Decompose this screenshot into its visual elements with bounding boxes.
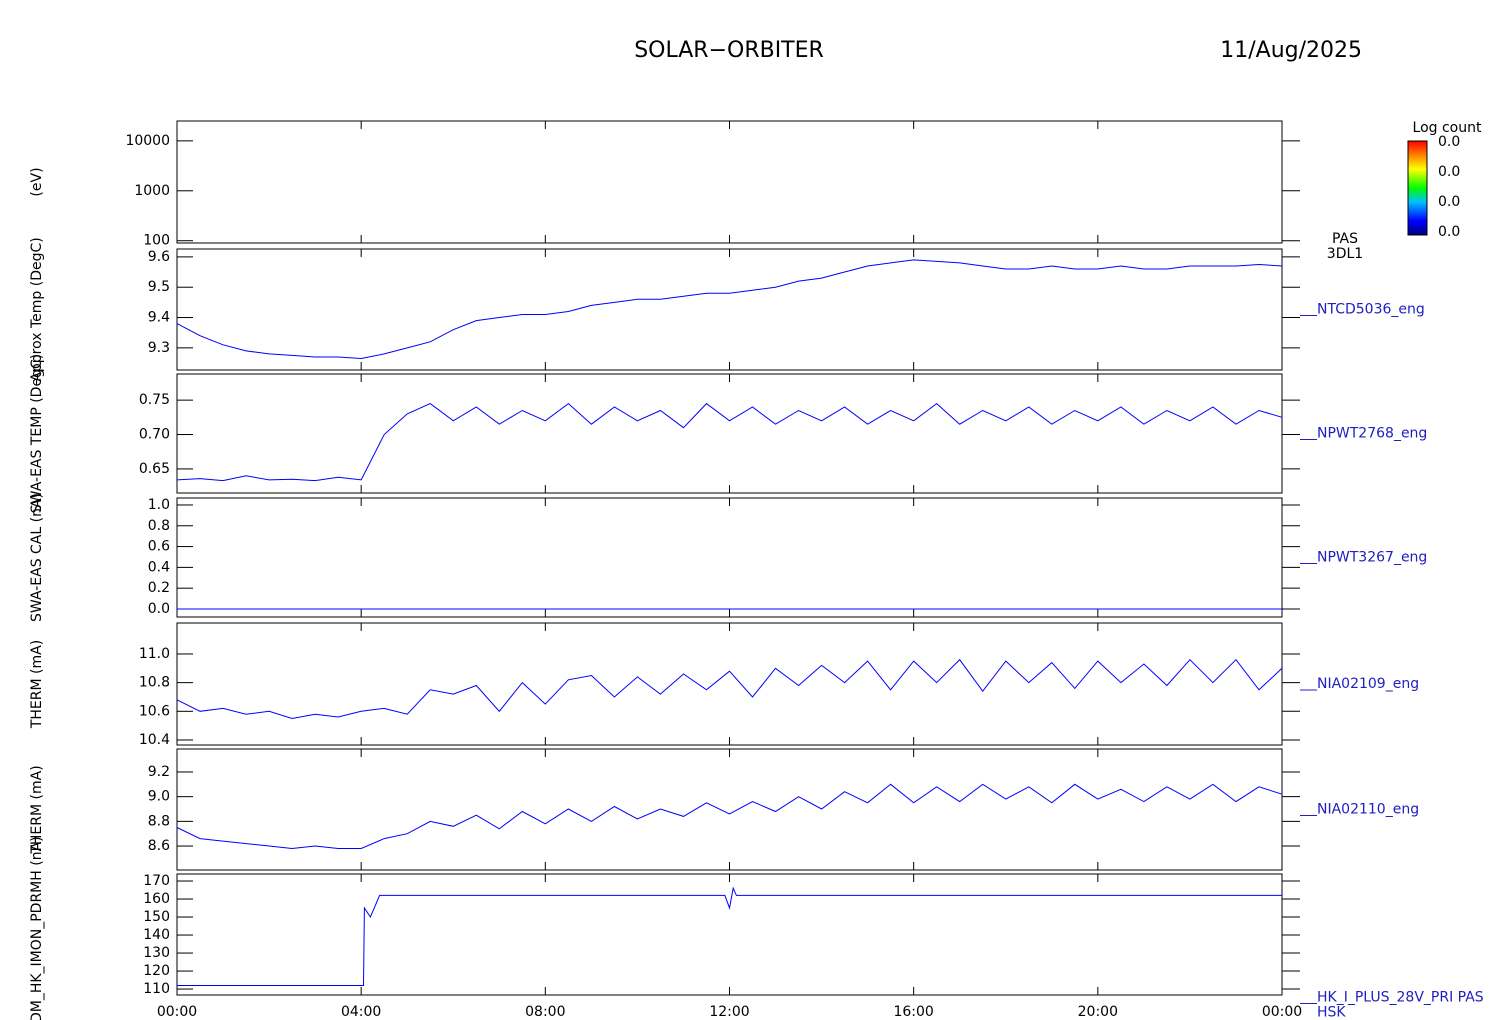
y-axis-label: Approx Temp (DegC) [29, 237, 45, 381]
x-tick-label: 12:00 [709, 1004, 749, 1020]
colorbar-tick-label: 0.0 [1438, 164, 1460, 180]
y-tick-label: 0.4 [148, 559, 170, 575]
x-tick-label: 04:00 [341, 1004, 381, 1020]
panel-label: HSK [1317, 1005, 1346, 1020]
panel-label: PAS [1332, 231, 1358, 247]
date: 11/Aug/2025 [1220, 38, 1362, 63]
y-axis-label: SWA-EAS TEMP (DegC) [29, 354, 45, 513]
colorbar-tick-label: 0.0 [1438, 194, 1460, 210]
panel-frame [176, 622, 1283, 746]
y-tick-label: 0.8 [148, 518, 170, 534]
y-tick-label: 9.6 [148, 249, 170, 265]
x-tick-label: 00:00 [1262, 1004, 1302, 1020]
panel-frame [176, 748, 1283, 871]
colorbar-title: Log count [1413, 120, 1482, 136]
colorbar-tick-label: 0.0 [1438, 224, 1460, 240]
y-tick-label: 10.8 [139, 675, 170, 691]
y-tick-label: 0.70 [139, 427, 170, 443]
x-tick-label: 08:00 [525, 1004, 565, 1020]
y-tick-label: 0.2 [148, 580, 170, 596]
y-tick-label: 8.8 [148, 813, 170, 829]
y-tick-label: 9.0 [148, 789, 170, 805]
panel-label: NPWT3267_eng [1317, 550, 1427, 566]
y-tick-label: 150 [143, 909, 170, 925]
colorbar-tick-label: 0.0 [1438, 134, 1460, 150]
chart-title: SOLAR−ORBITER [634, 38, 824, 63]
y-tick-label: 10.6 [139, 703, 170, 719]
y-tick-label: 10.4 [139, 732, 170, 748]
y-tick-label: 170 [143, 873, 170, 889]
y-tick-label: 11.0 [139, 646, 170, 662]
y-tick-label: 8.6 [148, 838, 170, 854]
y-axis-label: THERM (mA) [29, 640, 45, 729]
y-tick-label: 9.3 [148, 340, 170, 356]
y-tick-label: 10000 [125, 133, 170, 149]
data-line [176, 402, 1283, 482]
y-tick-label: 100 [143, 233, 170, 249]
panel-frame [176, 373, 1283, 494]
colorbar [1407, 140, 1428, 236]
y-tick-label: 9.4 [148, 310, 170, 326]
data-line [176, 783, 1283, 850]
y-tick-label: 1000 [134, 183, 170, 199]
panel-frame [176, 120, 1283, 244]
y-axis-label: SWA-EAS CAL (nA) [29, 493, 45, 622]
y-axis-label: ADM_HK_IMON_PDRMH (nA) [29, 836, 45, 1020]
data-line [176, 259, 1283, 360]
y-axis-label: THERM (mA) [29, 765, 45, 854]
data-line [177, 886, 1282, 986]
y-tick-label: 140 [143, 927, 170, 943]
panel-label: NPWT2768_eng [1317, 426, 1427, 442]
y-axis-label: (eV) [29, 167, 45, 196]
x-tick-label: 00:00 [157, 1004, 197, 1020]
y-tick-label: 160 [143, 891, 170, 907]
panel-frame [176, 497, 1283, 618]
panel-label: NTCD5036_eng [1317, 302, 1425, 318]
y-tick-label: 0.65 [139, 461, 170, 477]
y-tick-label: 0.0 [148, 601, 170, 617]
y-tick-label: 110 [143, 981, 170, 997]
panel-label: NIA02110_eng [1317, 802, 1419, 818]
y-tick-label: 130 [143, 945, 170, 961]
panel-frame [176, 873, 1283, 996]
x-tick-label: 16:00 [893, 1004, 933, 1020]
data-line [176, 658, 1283, 720]
x-tick-label: 20:00 [1078, 1004, 1118, 1020]
y-tick-label: 9.5 [148, 279, 170, 295]
panel-label: HK_I_PLUS_28V_PRI PAS [1317, 990, 1484, 1006]
y-tick-label: 1.0 [148, 497, 170, 513]
y-tick-label: 0.75 [139, 392, 170, 408]
y-tick-label: 0.6 [148, 539, 170, 555]
panel-frame [176, 248, 1283, 371]
panel-label: NIA02109_eng [1317, 676, 1419, 692]
y-tick-label: 9.2 [148, 764, 170, 780]
panel-label: 3DL1 [1327, 246, 1363, 262]
y-tick-label: 120 [143, 963, 170, 979]
